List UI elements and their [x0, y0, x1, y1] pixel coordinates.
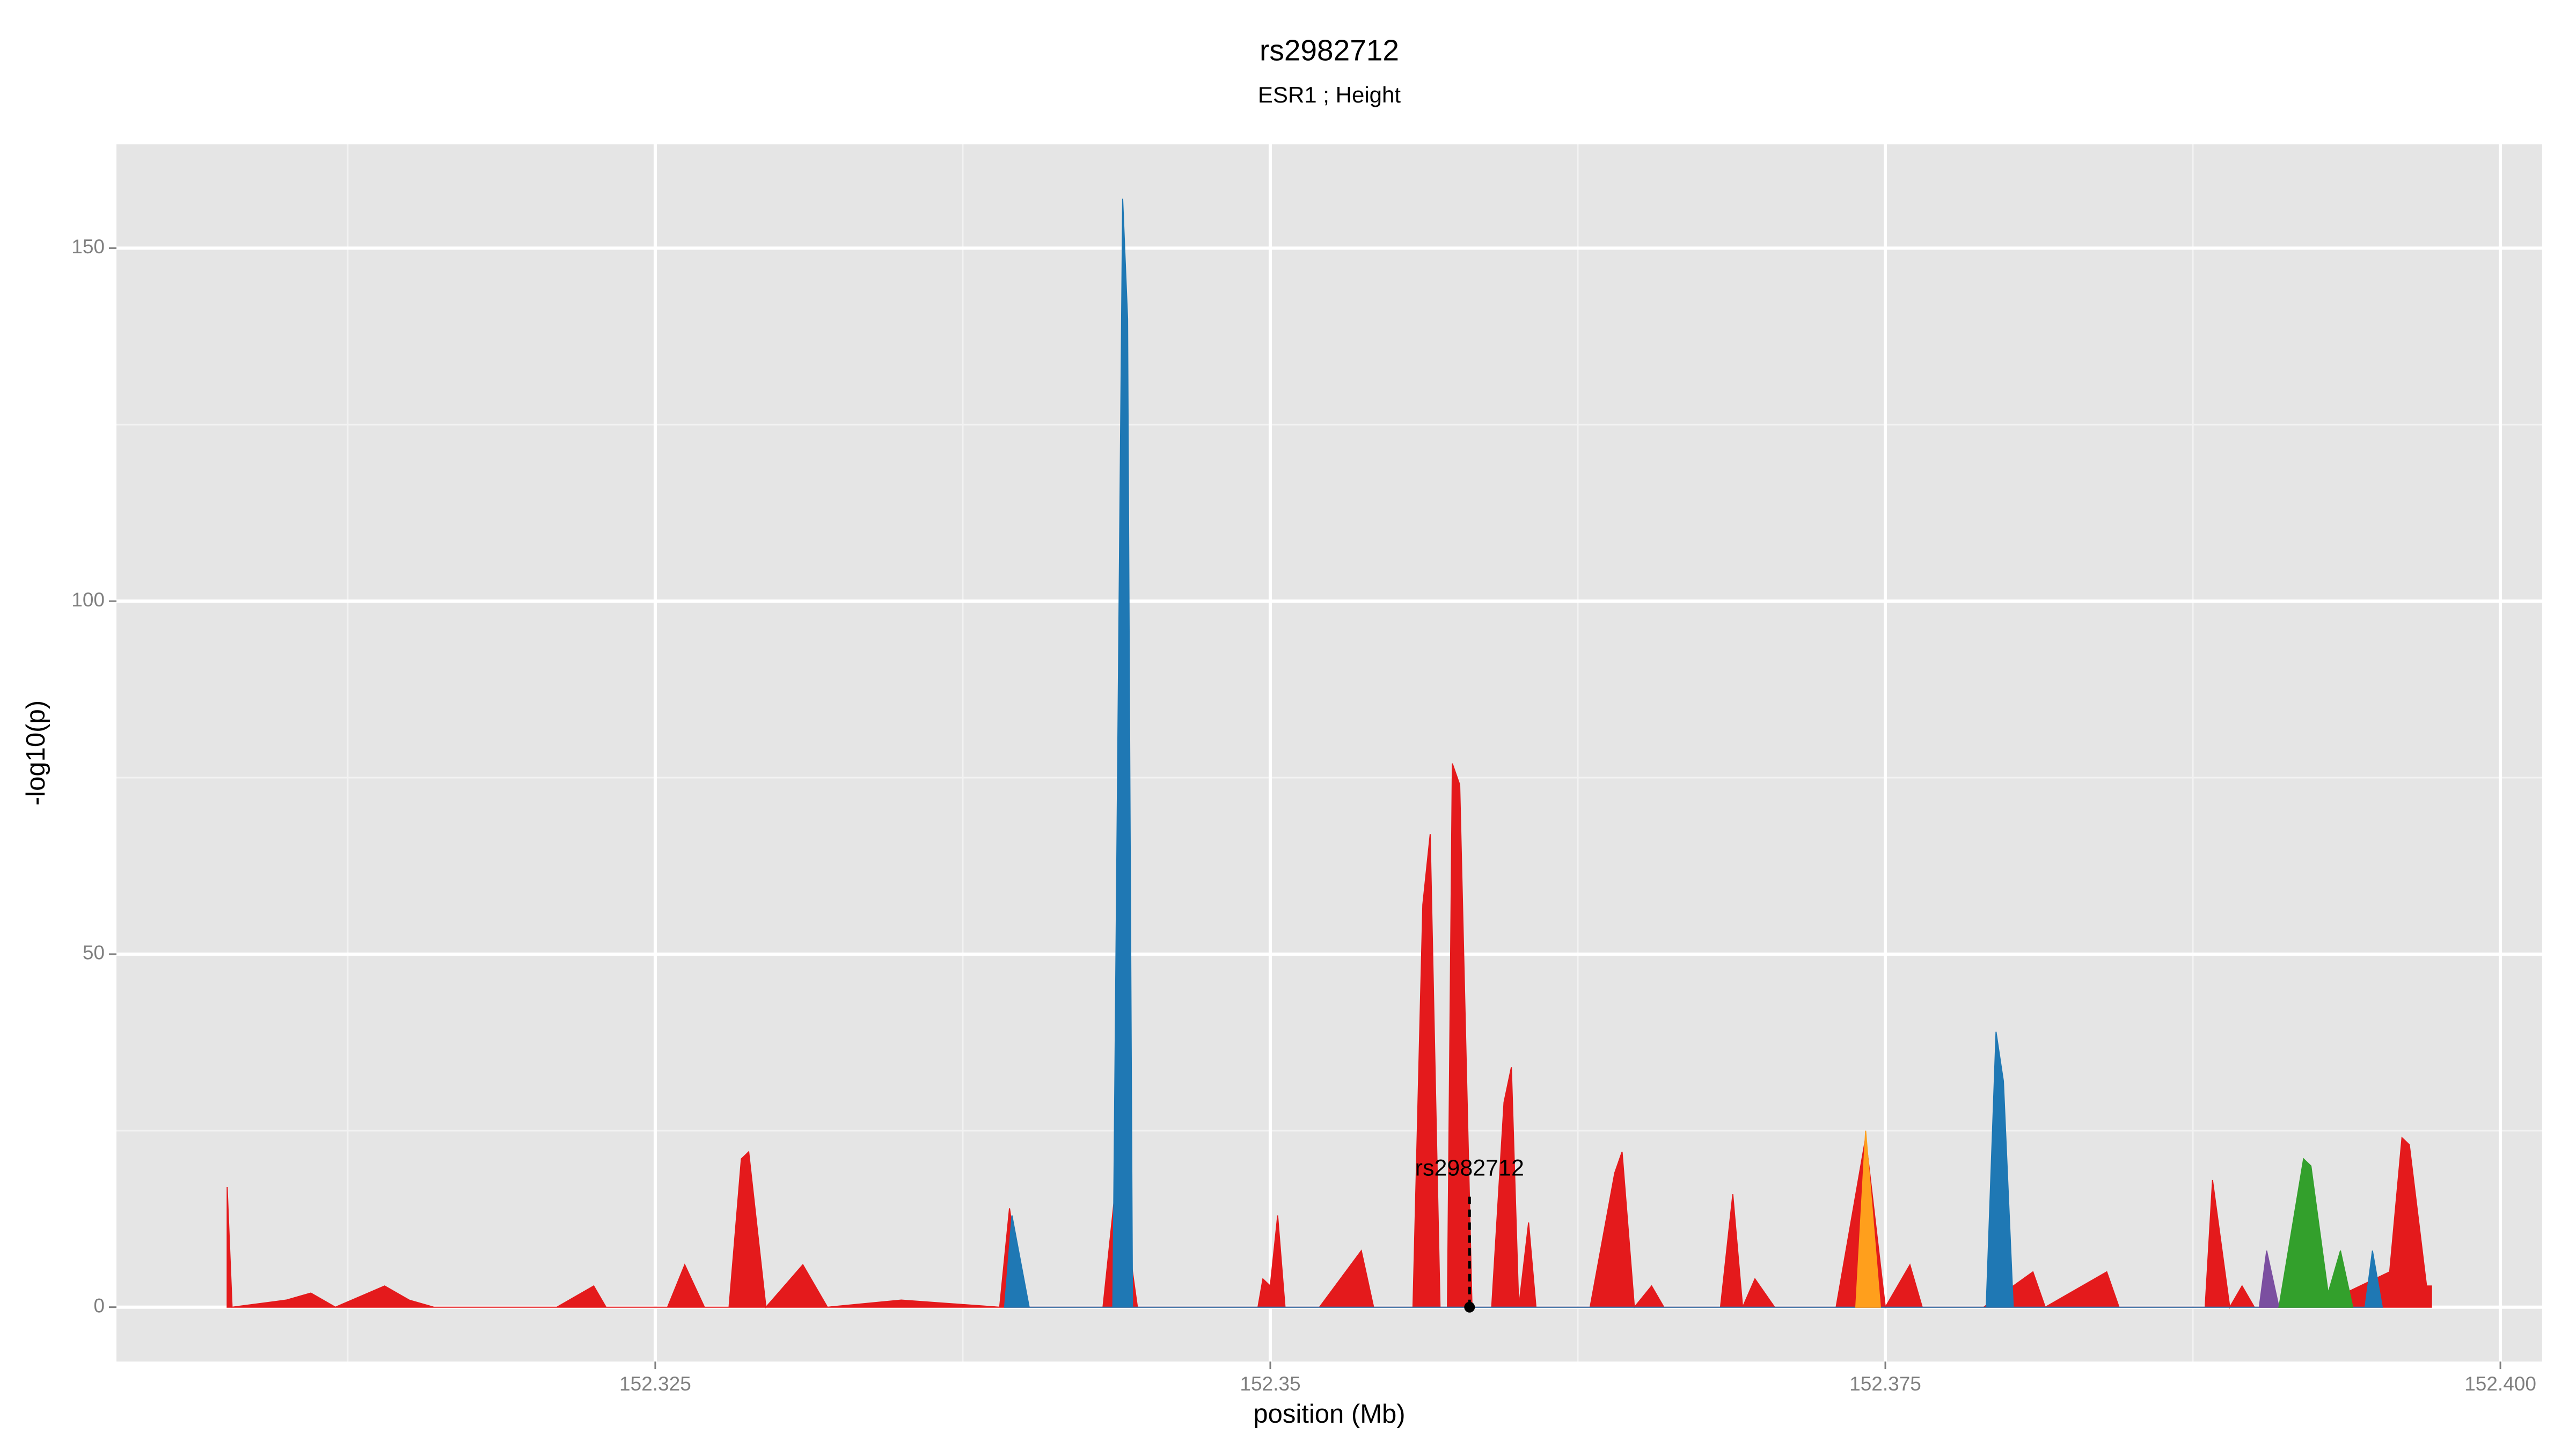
- x-tick-label: 152.375: [1849, 1373, 1921, 1395]
- y-tick-label: 150: [71, 236, 105, 258]
- y-tick-label: 50: [83, 942, 105, 964]
- annotation-point: [1464, 1301, 1475, 1313]
- x-tick-label: 152.35: [1240, 1373, 1300, 1395]
- x-tick-label: 152.325: [619, 1373, 691, 1395]
- area-series: [2278, 1158, 2354, 1308]
- plot-panel: [116, 144, 2542, 1362]
- x-axis-label: position (Mb): [1253, 1400, 1405, 1429]
- y-tick-label: 0: [93, 1294, 105, 1316]
- chart-subtitle: ESR1 ; Height: [1258, 82, 1401, 107]
- area-series: [1855, 1130, 1881, 1308]
- y-tick-label: 100: [71, 589, 105, 611]
- annotation-label: rs2982712: [1415, 1155, 1524, 1181]
- chart-title: rs2982712: [1260, 34, 1399, 67]
- y-axis-label: -log10(p): [21, 700, 50, 806]
- area-series: [1004, 199, 2383, 1308]
- x-tick-label: 152.400: [2464, 1373, 2536, 1395]
- area-series: [2258, 1250, 2280, 1308]
